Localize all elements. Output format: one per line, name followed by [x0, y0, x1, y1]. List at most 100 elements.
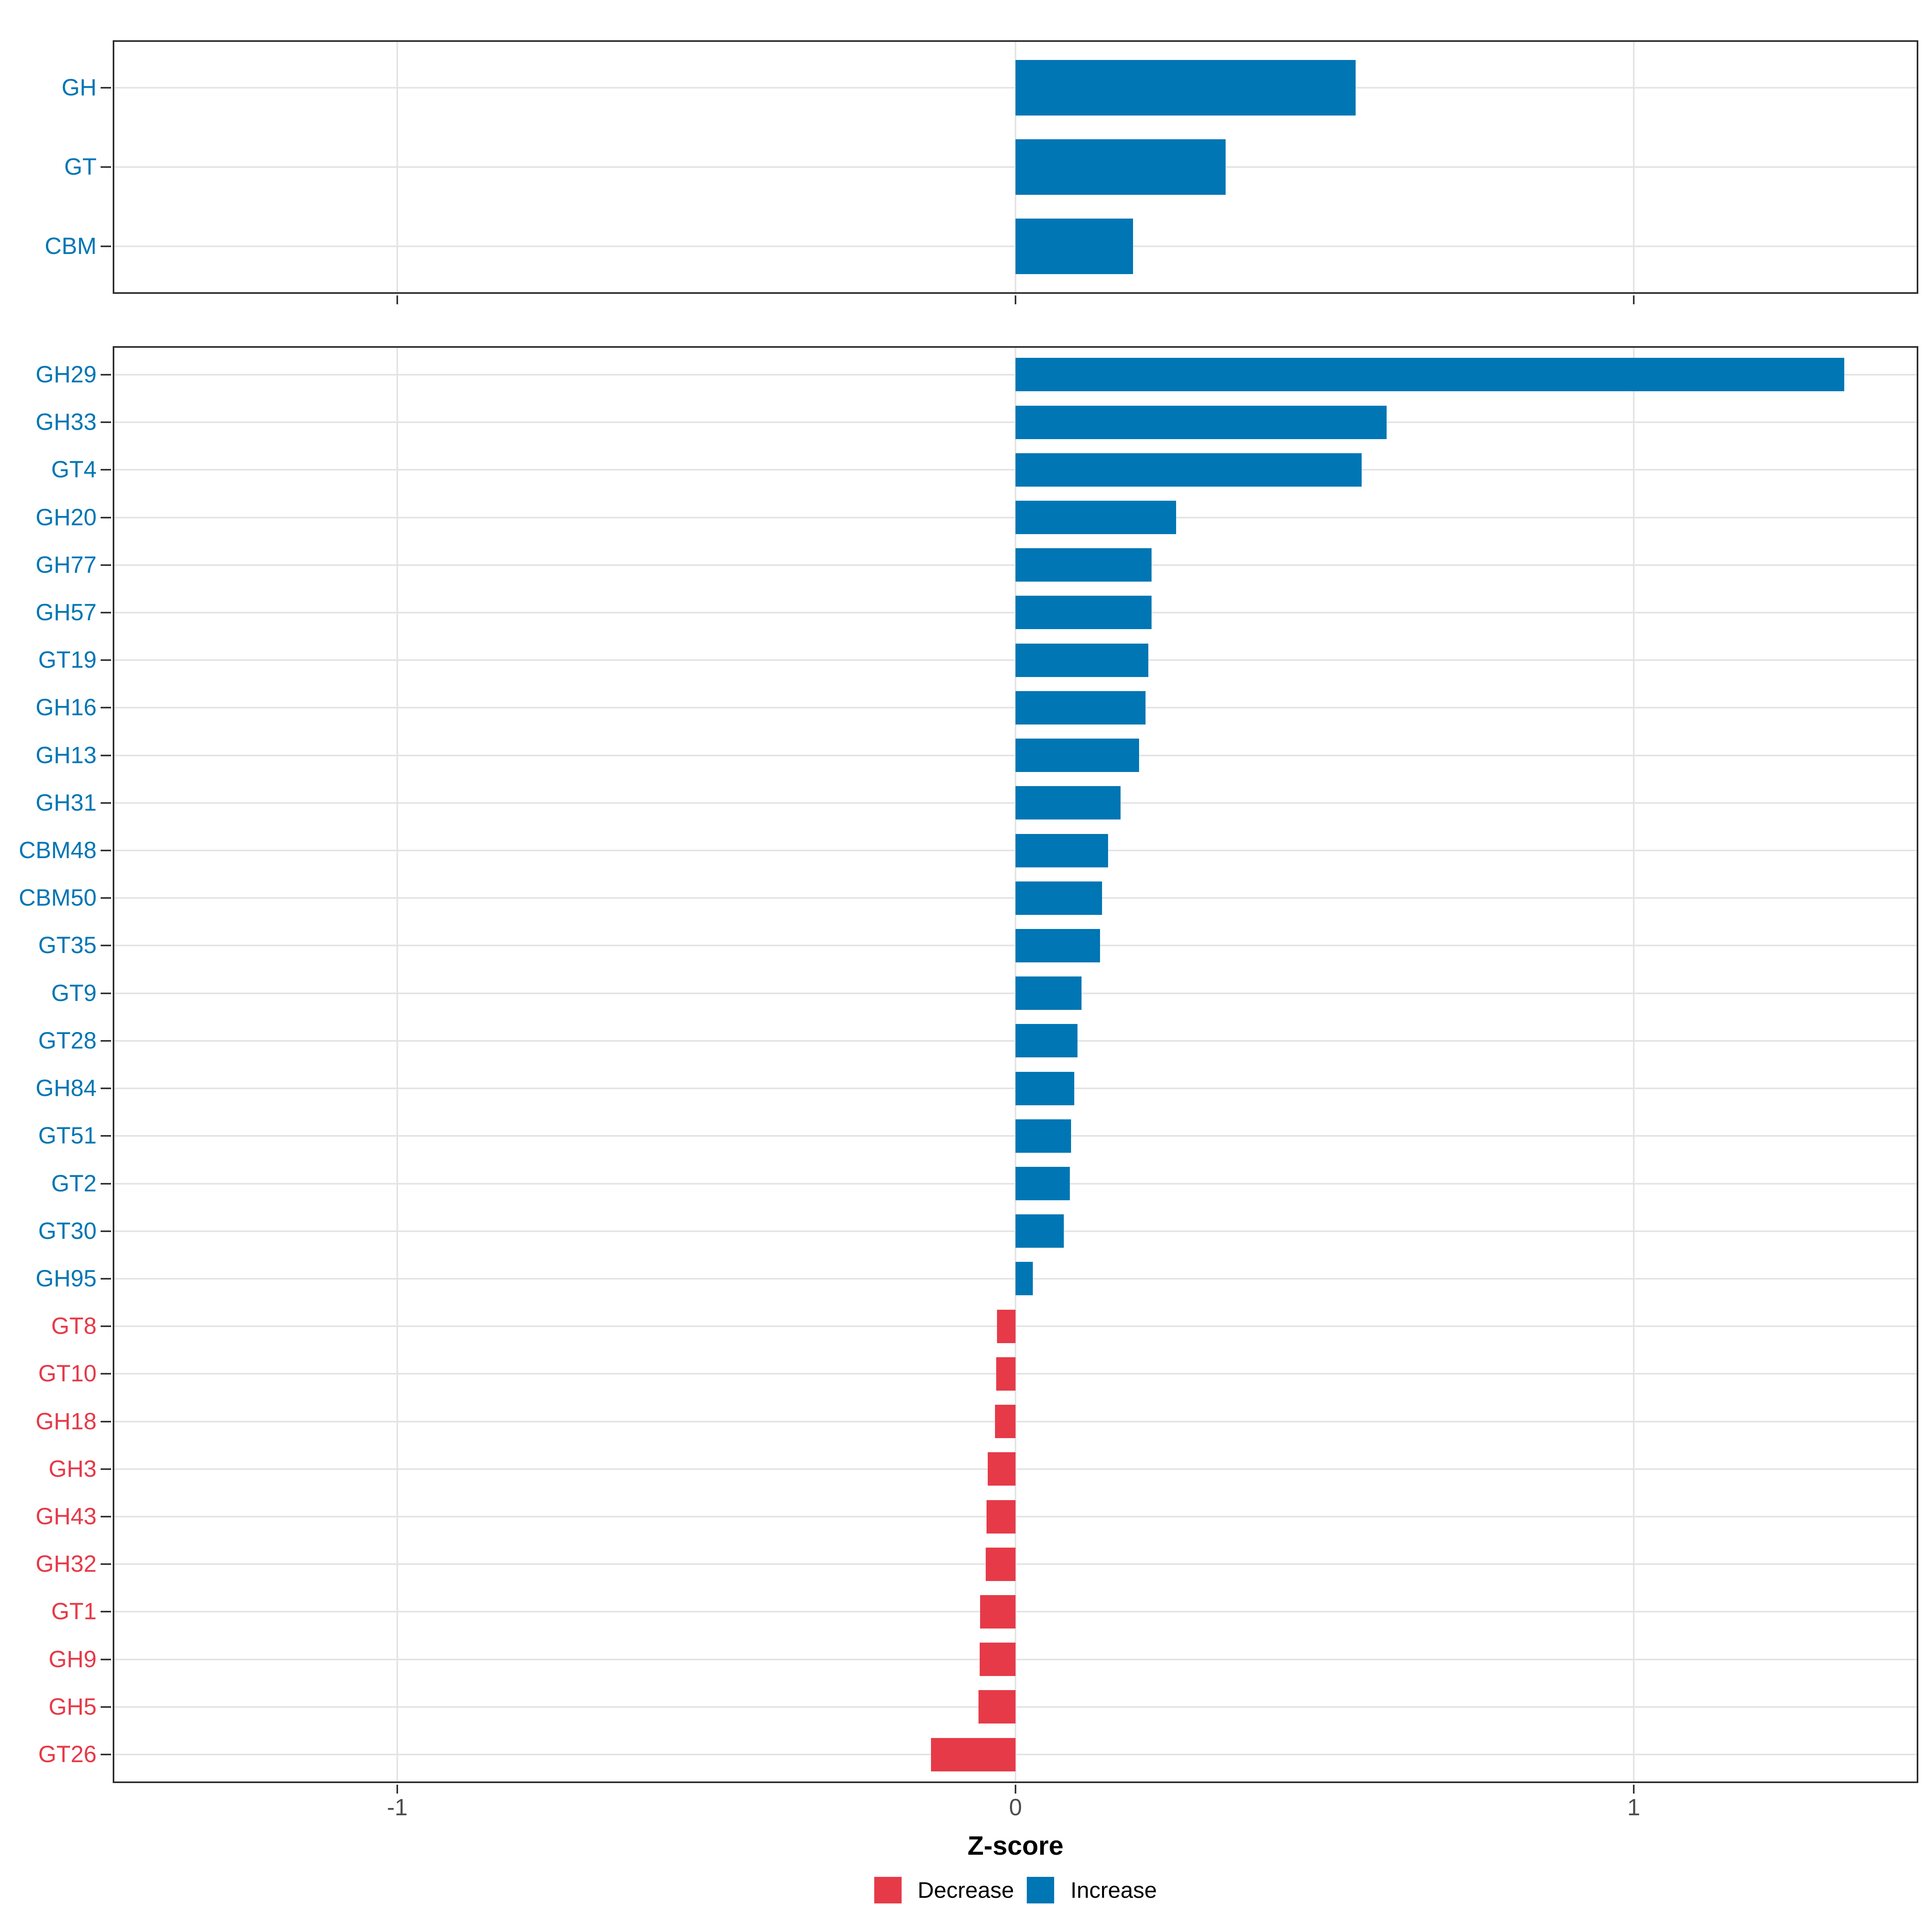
y-axis-label: GH77: [35, 552, 97, 578]
bar-gh31: [1016, 786, 1121, 819]
legend-swatch-increase: [1027, 1877, 1055, 1903]
y-axis-tick: [101, 850, 111, 851]
horizontal-gridline: [113, 1373, 1918, 1375]
horizontal-gridline: [113, 1421, 1918, 1422]
horizontal-gridline: [113, 1754, 1918, 1755]
bar-gh43: [987, 1500, 1016, 1534]
bar-gt: [1016, 139, 1226, 195]
vertical-gridline: [1015, 346, 1016, 1783]
y-axis-tick: [101, 1230, 111, 1232]
horizontal-gridline: [113, 1468, 1918, 1470]
bar-gh5: [978, 1690, 1016, 1724]
y-axis-tick: [101, 1183, 111, 1185]
y-axis-label: GT9: [51, 980, 97, 1006]
y-axis-tick: [101, 1516, 111, 1517]
bar-gh20: [1016, 501, 1176, 534]
x-tick-label: -1: [387, 1794, 408, 1821]
bar-gh84: [1016, 1072, 1074, 1105]
y-axis-label: GH95: [35, 1265, 97, 1292]
horizontal-gridline: [113, 1325, 1918, 1327]
bar-gt19: [1016, 644, 1148, 677]
y-axis-label: GT28: [38, 1028, 97, 1054]
vertical-gridline: [396, 346, 398, 1783]
y-axis-tick: [101, 469, 111, 471]
x-axis-tick: [1633, 1785, 1635, 1794]
y-axis-label: GT1: [51, 1598, 97, 1624]
bar-gh32: [986, 1548, 1016, 1581]
bar-gh77: [1016, 548, 1152, 582]
x-axis-tick: [1633, 295, 1635, 304]
x-axis-title: Z-score: [967, 1831, 1064, 1860]
y-axis-tick: [101, 993, 111, 994]
y-axis-label: GH13: [35, 742, 97, 768]
y-axis-tick: [101, 1659, 111, 1660]
y-axis-label: GT8: [51, 1313, 97, 1339]
y-axis-label: GH43: [35, 1503, 97, 1530]
horizontal-gridline: [113, 1611, 1918, 1612]
bar-gh57: [1016, 596, 1152, 629]
y-axis-label: GT35: [38, 932, 97, 958]
y-axis-tick: [101, 517, 111, 518]
y-axis-label: GT: [64, 154, 97, 180]
vertical-gridline: [1633, 346, 1635, 1783]
y-axis-label: CBM48: [19, 837, 97, 863]
legend-label-decrease: Decrease: [917, 1877, 1014, 1903]
y-axis-tick: [101, 755, 111, 756]
legend-label-increase: Increase: [1070, 1877, 1157, 1903]
y-axis-tick: [101, 374, 111, 376]
legend-item-decrease: Decrease: [874, 1876, 1014, 1904]
y-axis-tick: [101, 87, 111, 89]
y-axis-tick: [101, 1754, 111, 1755]
y-axis-label: GH5: [48, 1694, 97, 1720]
y-axis-tick: [101, 612, 111, 613]
bar-gt1: [980, 1595, 1016, 1629]
horizontal-gridline: [113, 1659, 1918, 1660]
y-axis-tick: [101, 1373, 111, 1375]
bar-gh95: [1016, 1262, 1033, 1295]
x-axis-tick: [396, 295, 398, 304]
bar-gt4: [1016, 453, 1362, 487]
bar-gt51: [1016, 1119, 1071, 1153]
x-axis-tick: [396, 1785, 398, 1794]
bar-gt35: [1016, 929, 1100, 962]
x-axis-tick: [1015, 1785, 1016, 1794]
bar-gt28: [1016, 1024, 1077, 1057]
y-axis-label: GT51: [38, 1123, 97, 1149]
bottom-panel: GH29 GH33 GT4 GH20 GH77 GH57 GT19 GH16 GH13 GH31 C…: [19, 346, 1918, 1794]
y-axis-label: GT19: [38, 647, 97, 673]
y-axis-label: GH57: [35, 599, 97, 625]
bar-cbm48: [1016, 834, 1108, 867]
bar-gh3: [988, 1452, 1016, 1486]
legend-item-increase: Increase: [1027, 1876, 1157, 1904]
y-axis-label: CBM50: [19, 885, 97, 911]
y-axis-tick: [101, 1088, 111, 1089]
horizontal-gridline: [113, 1563, 1918, 1565]
y-axis-label: GH84: [35, 1075, 97, 1101]
bar-gh18: [995, 1405, 1016, 1438]
y-axis-tick: [101, 421, 111, 423]
y-axis-label: GH31: [35, 790, 97, 816]
bar-gt30: [1016, 1214, 1064, 1248]
x-tick-label: 0: [1009, 1794, 1022, 1821]
bar-gh33: [1016, 406, 1387, 439]
legend-swatch-decrease: [874, 1877, 902, 1903]
y-axis-tick: [101, 1421, 111, 1422]
y-axis-tick: [101, 707, 111, 708]
y-axis-tick: [101, 897, 111, 899]
y-axis-label: GT2: [51, 1170, 97, 1197]
bar-gt8: [997, 1310, 1016, 1343]
y-axis-label: GH32: [35, 1551, 97, 1577]
panel-border: [113, 346, 1918, 1783]
panel-border: [113, 40, 1918, 294]
y-axis-tick: [101, 945, 111, 946]
bar-gt10: [996, 1357, 1016, 1391]
y-axis-tick: [101, 1278, 111, 1280]
bar-gt26: [931, 1738, 1016, 1771]
y-axis-tick: [101, 1611, 111, 1612]
horizontal-gridline: [113, 1706, 1918, 1708]
y-axis-label: GH33: [35, 409, 97, 435]
y-axis-tick: [101, 1325, 111, 1327]
y-axis-tick: [101, 246, 111, 247]
